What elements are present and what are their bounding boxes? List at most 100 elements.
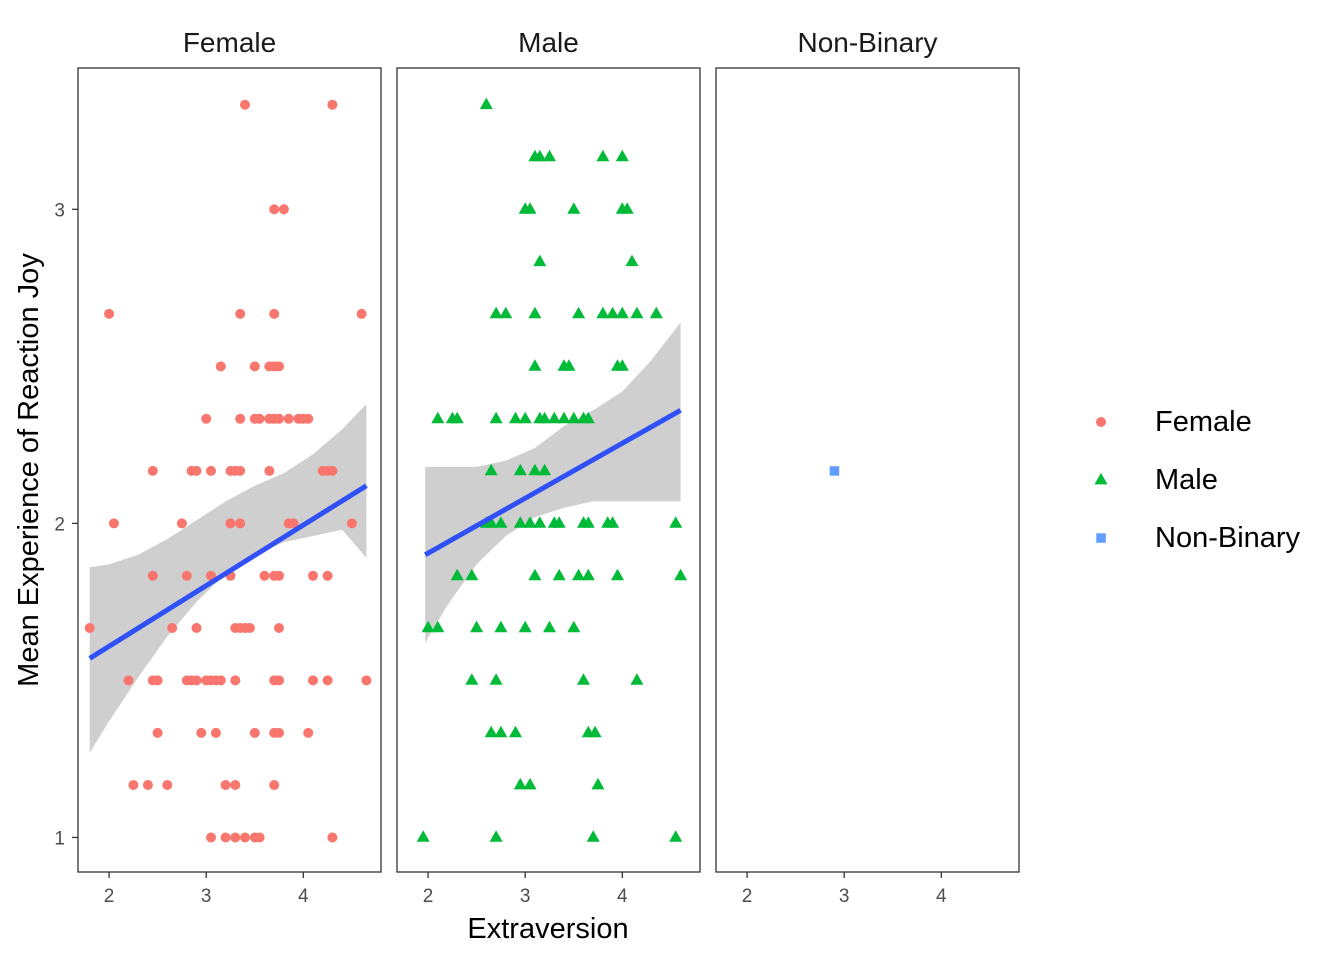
data-point (215, 361, 226, 372)
data-point (283, 413, 294, 424)
x-tick-label: 4 (936, 886, 947, 907)
data-point (567, 202, 581, 214)
data-point (206, 832, 216, 843)
panel-border (396, 67, 701, 873)
legend-label: Female (1155, 406, 1252, 438)
x-tick-label: 2 (423, 886, 434, 907)
data-point (547, 411, 561, 424)
data-point (235, 465, 246, 476)
data-point (489, 830, 503, 842)
panel-border (77, 67, 382, 873)
data-point (591, 777, 605, 790)
x-tick-label: 3 (520, 886, 531, 907)
legend-label: Male (1155, 464, 1218, 496)
y-tick-label: 2 (54, 514, 65, 535)
data-point (274, 623, 284, 633)
data-point (538, 411, 552, 424)
y-axis-title: Mean Experience of Reaction Joy (13, 253, 45, 687)
data-point (581, 411, 595, 424)
data-point (669, 830, 683, 842)
data-point (567, 620, 581, 633)
x-tick-label: 4 (617, 886, 628, 907)
data-point (567, 411, 581, 424)
data-point (606, 306, 620, 319)
data-point (269, 204, 280, 215)
data-point (552, 516, 566, 528)
data-point (278, 204, 289, 215)
data-point (215, 675, 226, 686)
legend-label: Non-Binary (1155, 522, 1301, 554)
x-axis-title: Extraversion (467, 913, 628, 945)
legend-key (1096, 417, 1106, 427)
data-point (620, 202, 634, 214)
data-point (142, 780, 153, 790)
data-point (528, 359, 542, 371)
data-point (167, 623, 178, 633)
data-point (191, 623, 202, 633)
y-tick-label: 3 (54, 200, 65, 221)
points (829, 466, 840, 476)
x-tick-label: 2 (742, 886, 753, 907)
data-point (220, 832, 231, 843)
data-point (581, 516, 595, 528)
data-point (240, 99, 250, 110)
data-point (421, 620, 435, 633)
data-point (327, 832, 338, 843)
data-point (577, 673, 590, 685)
data-point (489, 673, 503, 685)
data-point (528, 463, 542, 476)
data-point (327, 99, 338, 110)
legend-key (1094, 472, 1108, 485)
data-point (509, 411, 522, 424)
data-point (615, 149, 629, 162)
data-point (356, 308, 367, 319)
data-point (533, 516, 547, 528)
data-point (147, 465, 158, 476)
legend: Female Male Non-Binary (1094, 406, 1301, 554)
data-point (152, 675, 163, 686)
points (416, 97, 688, 842)
data-point (533, 254, 547, 267)
legend-item-female: Female (1096, 406, 1252, 438)
data-point (518, 411, 532, 424)
data-point (220, 780, 231, 790)
x-tick-label: 3 (839, 886, 850, 907)
data-point (557, 411, 571, 424)
data-point (274, 361, 284, 372)
data-point (240, 832, 250, 843)
data-point (274, 413, 284, 424)
panel-title: Male (518, 27, 579, 58)
data-point (269, 308, 280, 319)
data-point (235, 413, 246, 424)
data-point (303, 413, 314, 424)
data-point (235, 518, 246, 529)
data-point (523, 202, 537, 214)
data-point (596, 306, 610, 319)
legend-key (1096, 533, 1106, 543)
panel-title: Non-Binary (797, 27, 937, 58)
legend-item-non-binary: Non-Binary (1096, 522, 1301, 554)
data-point (206, 465, 216, 476)
data-point (470, 620, 484, 633)
data-point (518, 620, 532, 633)
data-point (176, 518, 187, 529)
data-point (630, 306, 644, 319)
data-point (572, 306, 586, 319)
y-tick-label: 1 (54, 828, 65, 849)
data-point (108, 518, 119, 529)
data-point (308, 675, 318, 686)
data-point (225, 518, 236, 529)
panel-male: Male 2 3 4 (396, 27, 701, 907)
panel-border (715, 67, 1020, 873)
data-point (543, 620, 556, 633)
data-point (649, 306, 663, 319)
data-point (254, 832, 265, 843)
data-point (249, 361, 260, 372)
data-point (322, 570, 333, 581)
data-point (230, 780, 241, 790)
data-point (479, 97, 493, 110)
regression-line (423, 408, 682, 557)
data-point (562, 359, 576, 371)
data-point (230, 832, 241, 843)
